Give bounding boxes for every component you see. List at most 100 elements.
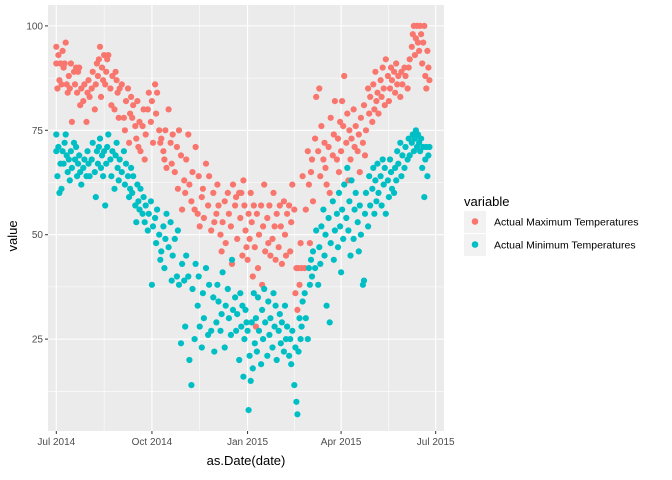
min-temp-point [340,235,347,242]
y-tick-label: 25 [32,335,44,346]
min-temp-point [313,227,320,234]
min-temp-point [260,336,267,343]
min-temp-point [318,223,325,230]
max-temp-point [344,110,351,117]
max-temp-point [71,81,79,88]
min-temp-point [232,294,239,301]
max-temp-point [105,52,112,59]
min-temp-point [147,198,154,205]
min-temp-point [196,323,203,330]
max-temp-point [313,93,320,100]
min-temp-point [264,352,271,359]
max-temp-point [292,290,299,297]
min-temp-point [295,348,302,355]
min-temp-point [315,281,322,288]
min-temp-point [373,198,380,205]
min-temp-point [210,294,217,301]
min-temp-point [253,348,260,355]
min-temp-point [68,164,75,171]
min-temp-point [215,298,222,305]
min-temp-point [175,281,183,288]
max-temp-point [215,202,222,209]
max-temp-point [362,127,370,134]
max-temp-point [381,102,388,109]
max-temp-point [67,60,74,67]
max-temp-point [208,227,215,234]
min-temp-point [135,198,142,205]
max-temp-point [297,240,304,247]
min-temp-point [120,148,127,155]
min-temp-point [380,181,387,188]
max-temp-point [346,127,353,134]
max-temp-point [137,148,144,155]
min-temp-point [326,319,333,326]
min-temp-point [162,235,169,242]
min-temp-point [233,327,240,334]
min-temp-point [80,164,87,171]
min-temp-point [181,277,188,284]
min-temp-point [169,252,176,259]
max-temp-point [317,173,324,180]
max-temp-point [291,206,298,213]
min-temp-point [221,344,228,351]
max-temp-point [141,156,148,163]
min-temp-point [224,285,231,293]
min-temp-point [227,331,234,338]
x-tick-label: Jul 2014 [37,437,75,448]
min-temp-point [167,219,174,226]
max-temp-point [421,22,428,29]
max-temp-point [418,31,425,38]
y-tick-label: 100 [26,21,43,32]
max-temp-point [169,131,176,138]
min-temp-point [426,143,433,151]
min-temp-point [356,202,363,209]
legend-label-max: Actual Maximum Temperatures [494,217,639,229]
max-temp-point [148,98,155,105]
min-temp-point [395,160,402,167]
max-temp-point [246,235,253,242]
min-temp-point [128,164,135,171]
min-temp-point [173,273,180,280]
data-points [53,22,433,418]
min-temp-point [320,206,327,213]
max-temp-point [354,148,361,155]
min-temp-point [183,252,190,259]
min-temp-point [354,219,361,226]
max-temp-point [262,248,269,255]
min-temp-point [194,302,201,309]
max-temp-point [272,256,279,263]
min-temp-point [65,156,72,163]
min-temp-point [278,319,285,326]
min-temp-point [309,248,317,255]
min-temp-point [228,256,236,263]
min-temp-point [294,411,301,418]
min-temp-point [286,352,293,359]
min-temp-point [316,244,323,251]
min-temp-point [425,152,432,159]
max-temp-point [335,169,343,176]
min-temp-point [378,202,385,209]
min-temp-point [289,327,296,334]
min-temp-point [111,185,118,192]
max-temp-point [315,148,322,155]
min-temp-point [338,269,345,276]
max-temp-point [308,156,316,163]
min-temp-point [109,148,116,155]
min-temp-point [350,235,357,242]
min-temp-point [213,319,220,326]
max-temp-point [173,143,180,151]
max-temp-point [224,189,231,196]
max-temp-point [386,85,394,92]
max-temp-point [264,214,271,222]
min-temp-point [357,231,364,238]
min-temp-point [352,189,359,196]
legend: variable Actual Maximum Temperatures Act… [464,194,639,256]
max-temp-point [182,189,189,196]
y-tick-label: 75 [32,126,44,137]
y-axis-title: value [5,220,20,251]
max-temp-point [213,210,220,217]
max-temp-point [120,114,127,121]
max-temp-point [245,210,252,217]
max-temp-point [393,60,400,67]
max-temp-point [350,106,357,113]
